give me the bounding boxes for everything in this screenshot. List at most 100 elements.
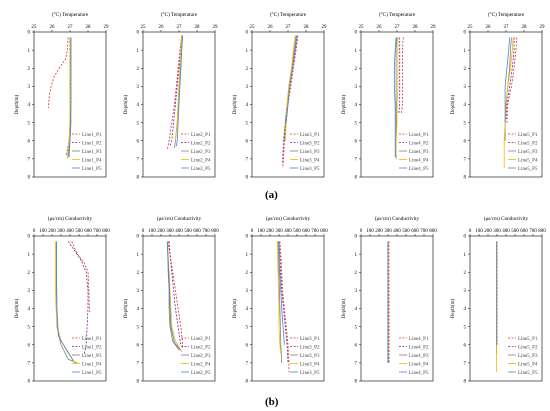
legend-entry: Line5_P2 [518,141,538,146]
plot-frame [251,235,325,382]
chart-title: (°C) Temperature [379,11,416,18]
x-tick-label: 28 [413,25,419,30]
y-tick-label: 4 [137,307,140,312]
legend-entry: Line4_P2 [409,345,429,350]
y-tick-label: 1 [246,253,249,258]
y-tick-label: 6 [137,139,140,144]
series-line-Line5_P4 [503,37,514,168]
y-tick-label: 2 [464,67,467,72]
x-tick-label: 300 [384,229,392,234]
y-tick-label: 0 [137,31,140,36]
y-tick-label: 5 [137,121,140,126]
legend-entry: Line3_P1 [300,133,320,138]
x-tick-label: 600 [84,229,92,234]
legend-entry: Line5_P5 [518,167,538,172]
chart-title: (°C) Temperature [270,11,307,18]
x-tick-label: 26 [486,25,492,30]
y-tick-label: 8 [464,176,467,181]
y-tick-label: 7 [464,158,467,163]
x-tick-label: 26 [50,25,56,30]
x-tick-label: 27 [395,25,401,30]
x-tick-label: 27 [68,25,74,30]
x-tick-label: 600 [520,229,528,234]
y-tick-label: 2 [28,271,31,276]
y-tick-label: 3 [246,289,249,294]
series-line-Line5_P5 [504,37,510,123]
y-tick-label: 3 [464,85,467,90]
legend-entry: Line2_P3 [191,354,211,359]
y-tick-label: 0 [28,235,31,240]
y-tick-label: 6 [246,139,249,144]
x-tick-label: 300 [57,229,65,234]
y-tick-label: 0 [464,235,467,240]
y-tick-label: 7 [355,362,358,367]
y-tick-label: 3 [246,85,249,90]
legend-entry: Line1_P4 [82,158,102,163]
x-tick-label: 700 [311,229,319,234]
y-tick-label: 1 [137,49,140,54]
legend-entry: Line4_P1 [409,337,429,342]
y-axis-label: Depth(m) [15,298,20,318]
x-tick-label: 26 [268,25,274,30]
y-tick-label: 5 [355,325,358,330]
chart-panel-4: (°C) Temperature 25 26 27 28 29 0 1 2 3 4 5 6 7 8 Depth… [342,11,436,181]
y-tick-label: 6 [355,139,358,144]
legend-entry: Line4_P4 [409,362,429,367]
y-tick-label: 0 [464,31,467,36]
series-line-Line5_P2 [505,37,515,120]
legend-entry: Line2_P4 [191,158,211,163]
legend-entry: Line4_P5 [409,371,429,376]
legend-entry: Line1_P1 [82,337,102,342]
x-tick-label: 600 [411,229,419,234]
y-tick-label: 3 [355,85,358,90]
y-tick-label: 8 [28,176,31,181]
y-tick-label: 8 [355,176,358,181]
y-tick-label: 4 [246,103,249,108]
x-tick-label: 500 [184,229,192,234]
series-line-Line4_P2 [398,37,401,114]
x-tick-label: 400 [66,229,74,234]
x-tick-label: 100 [366,229,374,234]
series-line-Line2_P1 [166,35,183,150]
x-tick-label: 400 [502,229,510,234]
x-tick-label: 0 [469,229,472,234]
legend-entry: Line3_P2 [300,141,320,146]
chart-title: (μs/cm) Conductivity [266,215,311,222]
series-line-Line2_P3 [166,241,180,351]
y-tick-label: 3 [28,289,31,294]
series-line-Line2_P2 [168,241,182,345]
series-line-Line1_P4 [55,241,75,364]
chart-panel-1: (°C) Temperature 25 26 27 28 29 0 1 2 3 4 5 6 7 8 Depth… [15,11,109,181]
legend-entry: Line5_P3 [518,150,538,155]
x-tick-label: 200 [48,229,56,234]
y-tick-label: 6 [464,343,467,348]
legend-entry: Line5_P2 [518,345,538,350]
x-tick-label: 25 [359,25,365,30]
series-line-Line1_P1 [48,37,69,109]
x-tick-label: 26 [377,25,383,30]
y-axis-label: Depth(m) [15,94,20,114]
legend-entry: Line3_P2 [300,345,320,350]
legend-entry: Line5_P1 [518,133,538,138]
x-tick-label: 800 [320,229,328,234]
row-label-b: (b) [265,396,279,408]
legend-entry: Line3_P1 [300,337,320,342]
y-tick-label: 1 [28,253,31,258]
x-tick-label: 800 [538,229,546,234]
y-tick-label: 1 [28,49,31,54]
series-line-Line1_P5 [68,37,72,158]
legend-entry: Line4_P3 [409,150,429,155]
legend-entry: Line4_P2 [409,141,429,146]
x-tick-label: 300 [166,229,174,234]
legend-entry: Line4_P5 [409,167,429,172]
legend-entry: Line2_P5 [191,167,211,172]
x-tick-label: 28 [304,25,310,30]
legend-entry: Line5_P3 [518,354,538,359]
legend-entry: Line4_P1 [409,133,429,138]
legend-entry: Line2_P5 [191,371,211,376]
x-tick-label: 28 [522,25,528,30]
x-tick-label: 400 [393,229,401,234]
y-tick-label: 8 [246,380,249,385]
y-tick-label: 4 [355,307,358,312]
